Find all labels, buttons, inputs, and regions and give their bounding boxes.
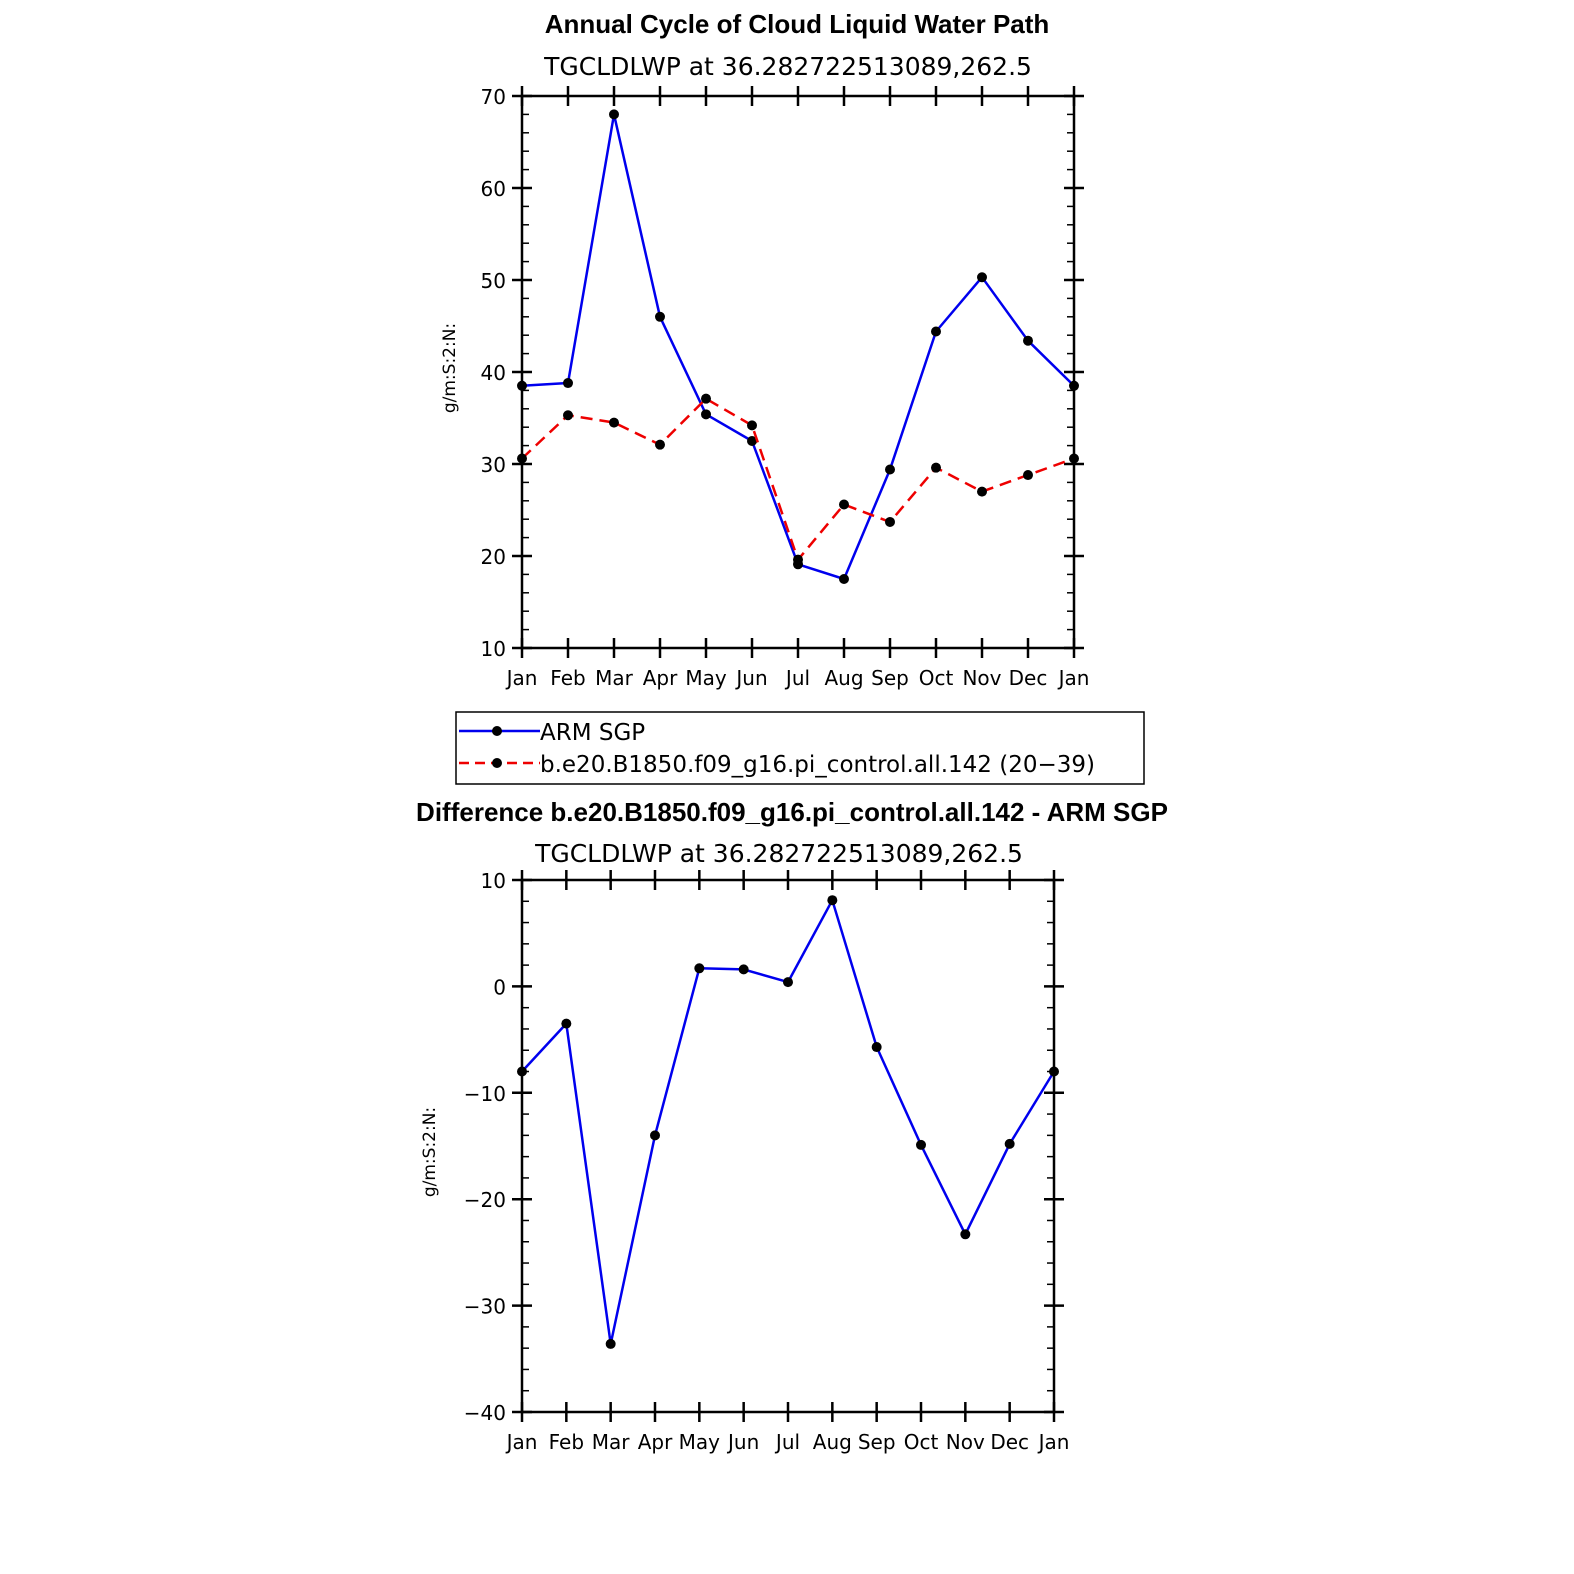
x-tick-label: Oct [919, 666, 954, 690]
x-tick-label: May [679, 1430, 721, 1454]
x-tick-label: Jan [1037, 1430, 1070, 1454]
data-point [977, 272, 987, 283]
data-point [977, 486, 987, 497]
y-tick-label: −30 [464, 1295, 506, 1319]
x-tick-label: Jan [1057, 666, 1090, 690]
data-point [931, 462, 941, 473]
series-line [521, 113, 1075, 581]
chart-title: Annual Cycle of Cloud Liquid Water Path [545, 9, 1050, 39]
x-tick-label: Feb [550, 666, 585, 690]
data-point [783, 977, 793, 988]
y-tick-label: −40 [464, 1401, 506, 1425]
x-tick-label: Jul [784, 666, 810, 690]
data-point [655, 439, 665, 450]
data-point [885, 516, 895, 527]
legend-marker-arm-sgp [492, 726, 502, 736]
plot-frame [520, 94, 1076, 650]
x-tick-label: Jun [726, 1430, 759, 1454]
data-point [650, 1130, 660, 1141]
data-point [916, 1139, 926, 1150]
x-tick-label: Nov [962, 666, 1001, 690]
data-point [871, 1042, 882, 1053]
y-tick-label: 0 [493, 975, 506, 999]
y-tick-label: 60 [481, 177, 506, 201]
y-tick-label: −10 [464, 1082, 506, 1106]
chart-subtitle: TGCLDLWP at 36.282722513089,262.5 [543, 52, 1032, 81]
data-point [609, 417, 619, 428]
x-tick-label: Jan [505, 1430, 538, 1454]
data-point [1004, 1138, 1015, 1149]
legend-label-arm-sgp: ARM SGP [540, 720, 645, 746]
y-tick-label: 70 [481, 85, 506, 109]
plot-area: −40 −30 −20 −10 0 10 Jan Feb Mar Apr May Jun Jul Aug S… [464, 869, 1070, 1454]
difference-chart: Difference b.e20.B1850.f09_g16.pi_contro… [416, 797, 1168, 1454]
x-tick-label: Sep [858, 1430, 896, 1454]
legend-box [455, 711, 1145, 785]
y-tick-label: 50 [481, 269, 506, 293]
data-point [701, 409, 711, 420]
chart-subtitle: TGCLDLWP at 36.282722513089,262.5 [534, 839, 1023, 868]
annual-cycle-chart: Annual Cycle of Cloud Liquid Water Path … [440, 9, 1089, 690]
data-point [609, 109, 619, 120]
data-point [1023, 335, 1033, 346]
data-point [605, 1338, 616, 1349]
y-tick-label: 20 [481, 545, 506, 569]
x-tick-label: Aug [813, 1430, 852, 1454]
x-tick-label: Nov [946, 1430, 985, 1454]
x-tick-label: Jul [774, 1430, 800, 1454]
x-tick-label: Sep [871, 666, 909, 690]
data-point [793, 554, 803, 565]
y-axis-label: g/m:S:2:N: [420, 1107, 440, 1197]
x-tick-label: Apr [643, 666, 678, 690]
x-tick-label: Jan [505, 666, 538, 690]
legend-label-model: b.e20.B1850.f09_g16.pi_control.all.142 (… [540, 752, 1095, 778]
data-point [738, 964, 749, 975]
x-tick-label: Mar [595, 666, 634, 690]
y-tick-label: 30 [481, 453, 506, 477]
x-tick-label: Dec [1009, 666, 1048, 690]
x-tick-label: Jun [734, 666, 767, 690]
data-point [561, 1018, 572, 1029]
x-tick-label: May [685, 666, 727, 690]
series-line [521, 397, 1075, 561]
plot-area: 10 20 30 40 50 60 70 Jan Feb Mar Apr May Jun Jul Aug Se… [481, 85, 1090, 690]
x-tick-label: Mar [592, 1430, 631, 1454]
data-point [931, 326, 941, 337]
data-point [960, 1229, 971, 1240]
data-point [563, 410, 573, 421]
data-point [827, 895, 838, 906]
legend-marker-model [492, 758, 502, 768]
series-line [521, 898, 1056, 1346]
data-point [839, 574, 849, 584]
y-tick-label: 10 [481, 869, 506, 893]
data-point [1023, 470, 1033, 481]
data-point [747, 420, 757, 431]
data-point [655, 311, 665, 322]
y-axis-label: g/m:S:2:N: [440, 323, 460, 413]
y-tick-label: −20 [464, 1188, 506, 1212]
data-point [563, 378, 573, 389]
data-point [694, 963, 705, 974]
plot-frame [520, 878, 1056, 1414]
x-tick-label: Feb [549, 1430, 584, 1454]
x-tick-label: Oct [904, 1430, 939, 1454]
y-tick-label: 40 [481, 361, 506, 385]
data-point [701, 393, 711, 404]
y-tick-label: 10 [481, 637, 506, 661]
data-point [747, 436, 757, 446]
data-point [839, 499, 849, 510]
legend: ARM SGP b.e20.B1850.f09_g16.pi_control.a… [455, 711, 1145, 785]
data-point [885, 464, 895, 475]
chart-title: Difference b.e20.B1850.f09_g16.pi_contro… [416, 797, 1168, 827]
x-tick-label: Dec [990, 1430, 1029, 1454]
x-tick-label: Aug [824, 666, 863, 690]
x-tick-label: Apr [638, 1430, 673, 1454]
